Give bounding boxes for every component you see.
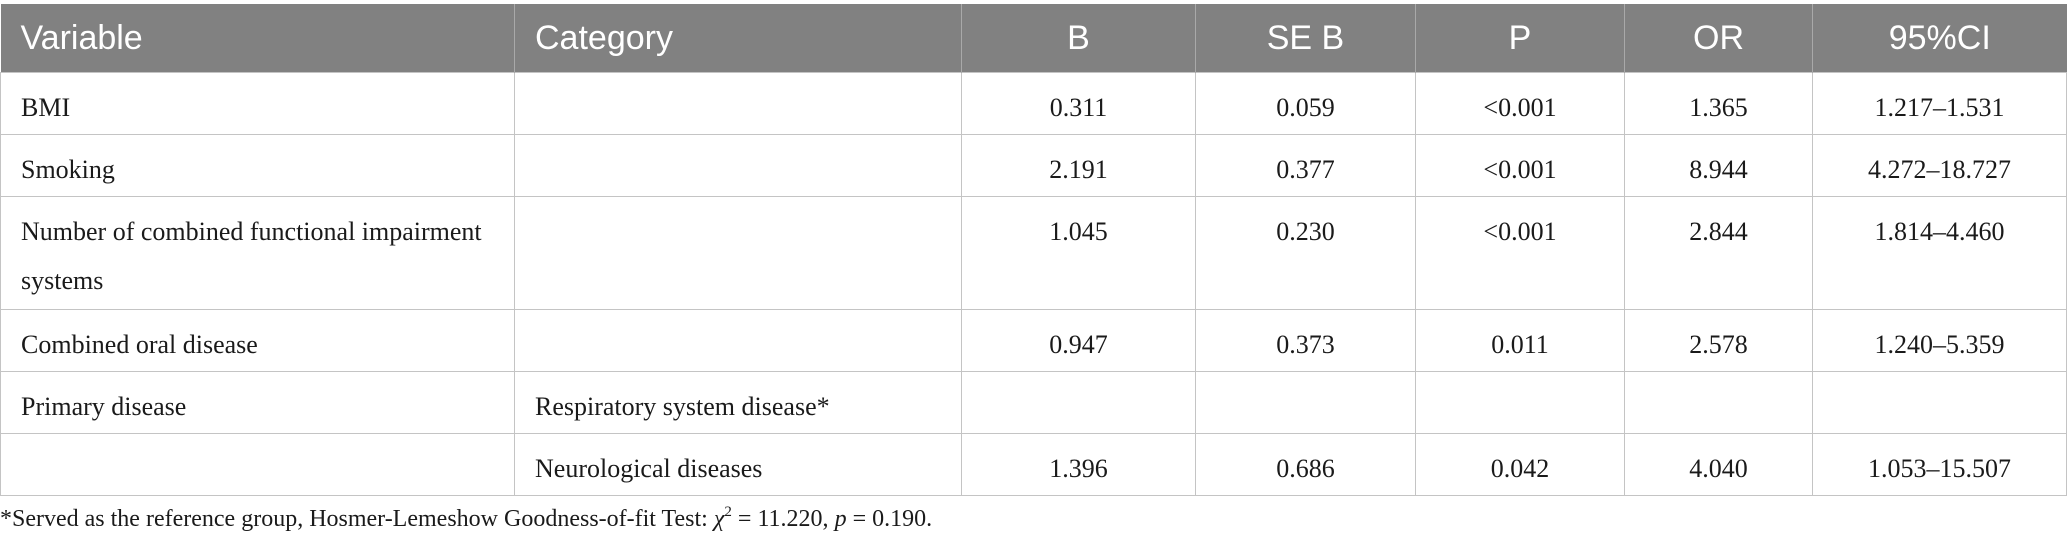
cell-b [961, 371, 1196, 434]
cell-or: 2.578 [1624, 309, 1813, 372]
cell-se-b: 0.377 [1195, 134, 1416, 197]
header-or: OR [1624, 4, 1813, 73]
cell-ci [1812, 371, 2067, 434]
cell-b: 0.947 [961, 309, 1196, 372]
cell-or: 8.944 [1624, 134, 1813, 197]
cell-or: 4.040 [1624, 433, 1813, 496]
cell-or [1624, 371, 1813, 434]
footnote-prefix: *Served as the reference group, Hosmer-L… [0, 506, 714, 532]
cell-se-b: 0.686 [1195, 433, 1416, 496]
header-p: P [1415, 4, 1625, 73]
cell-category [514, 309, 962, 372]
cell-category [514, 72, 962, 135]
cell-p: 0.042 [1415, 433, 1625, 496]
table-row-smoking: Smoking 2.191 0.377 <0.001 8.944 4.272–1… [0, 134, 2067, 197]
cell-variable: BMI [0, 72, 515, 135]
cell-p: <0.001 [1415, 196, 1625, 310]
header-b: B [961, 4, 1196, 73]
cell-p: <0.001 [1415, 72, 1625, 135]
cell-variable: Combined oral disease [0, 309, 515, 372]
cell-b: 1.045 [961, 196, 1196, 310]
p-symbol: p [834, 506, 847, 532]
cell-ci: 1.217–1.531 [1812, 72, 2067, 135]
table-row-neurological: Neurological diseases 1.396 0.686 0.042 … [0, 433, 2067, 496]
cell-ci: 1.240–5.359 [1812, 309, 2067, 372]
chi-square-symbol: χ [713, 506, 725, 532]
cell-b: 1.396 [961, 433, 1196, 496]
cell-se-b: 0.373 [1195, 309, 1416, 372]
cell-variable: Primary disease [0, 371, 515, 434]
cell-se-b: 0.059 [1195, 72, 1416, 135]
header-category: Category [514, 4, 962, 73]
cell-variable: Number of combined functional impairment… [0, 196, 515, 310]
cell-variable: Smoking [0, 134, 515, 197]
table-row-functional-impairment: Number of combined functional impairment… [0, 196, 2067, 310]
header-ci: 95%CI [1812, 4, 2067, 73]
p-value: = 0.190. [846, 506, 933, 532]
table-header-row: Variable Category B SE B P OR 95%CI [0, 4, 2067, 73]
regression-table-container: Variable Category B SE B P OR 95%CI BMI … [0, 4, 2067, 496]
cell-se-b [1195, 371, 1416, 434]
cell-or: 2.844 [1624, 196, 1813, 310]
table-row-bmi: BMI 0.311 0.059 <0.001 1.365 1.217–1.531 [0, 72, 2067, 135]
table-footnote: *Served as the reference group, Hosmer-L… [0, 504, 933, 533]
header-se-b: SE B [1195, 4, 1416, 73]
cell-p: <0.001 [1415, 134, 1625, 197]
cell-b: 0.311 [961, 72, 1196, 135]
cell-ci: 4.272–18.727 [1812, 134, 2067, 197]
header-variable: Variable [0, 4, 515, 73]
table-row-primary-disease: Primary disease Respiratory system disea… [0, 371, 2067, 434]
cell-se-b: 0.230 [1195, 196, 1416, 310]
logistic-regression-table: Variable Category B SE B P OR 95%CI BMI … [0, 4, 2067, 496]
cell-p: 0.011 [1415, 309, 1625, 372]
cell-variable [0, 433, 515, 496]
chi-square-value: = 11.220, [731, 506, 835, 532]
cell-p [1415, 371, 1625, 434]
cell-ci: 1.814–4.460 [1812, 196, 2067, 310]
cell-category: Respiratory system disease* [514, 371, 962, 434]
cell-category [514, 196, 962, 310]
cell-category [514, 134, 962, 197]
cell-category: Neurological diseases [514, 433, 962, 496]
chi-square-exponent: 2 [724, 504, 732, 520]
cell-b: 2.191 [961, 134, 1196, 197]
cell-ci: 1.053–15.507 [1812, 433, 2067, 496]
cell-or: 1.365 [1624, 72, 1813, 135]
table-row-oral-disease: Combined oral disease 0.947 0.373 0.011 … [0, 309, 2067, 372]
